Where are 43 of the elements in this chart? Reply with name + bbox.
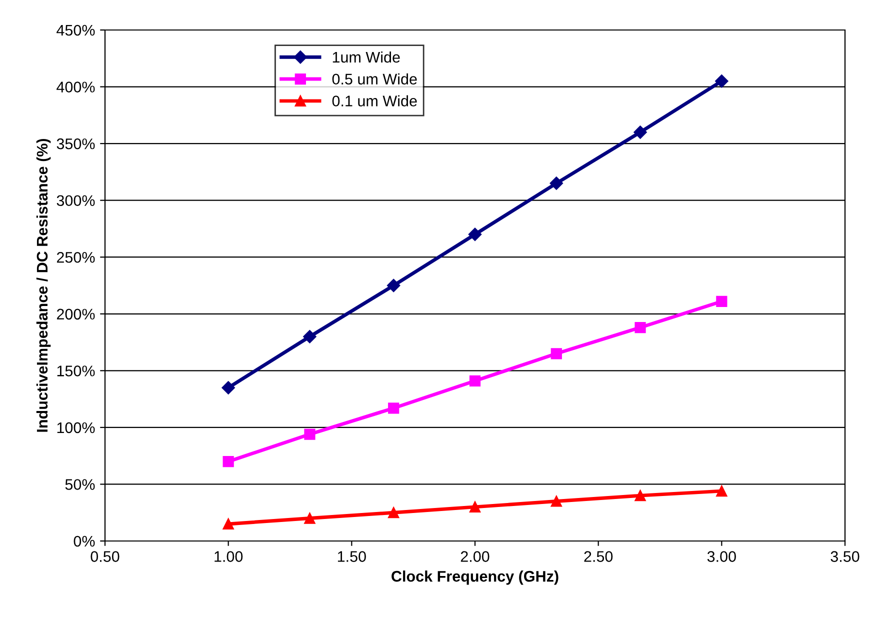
point bbox=[550, 496, 562, 507]
y-tick-label: 100% bbox=[57, 422, 95, 434]
point bbox=[387, 278, 400, 292]
point bbox=[550, 176, 563, 190]
y-tick-label: 50% bbox=[65, 479, 95, 490]
point bbox=[222, 381, 235, 394]
point bbox=[388, 507, 400, 518]
y-tick-label: 350% bbox=[56, 138, 95, 150]
point bbox=[304, 428, 316, 440]
point bbox=[304, 512, 316, 524]
point bbox=[469, 375, 481, 386]
point bbox=[468, 228, 482, 241]
x-axis-title: Clock Frequency (GHz) bbox=[392, 570, 558, 585]
y-axis-title: InductiveImpedance / DC Resistance (%) bbox=[36, 138, 51, 432]
x-tick-label: 1.50 bbox=[338, 551, 366, 562]
x-tick-label: 2.00 bbox=[460, 551, 490, 562]
legend-label: 0.5 um Wide bbox=[332, 73, 417, 85]
x-tick-label: 0.50 bbox=[90, 551, 120, 562]
point bbox=[715, 74, 728, 88]
point bbox=[222, 518, 234, 530]
point bbox=[469, 501, 481, 512]
point bbox=[716, 485, 728, 497]
y-tick-label: 250% bbox=[56, 252, 95, 263]
point bbox=[634, 490, 646, 502]
y-tick-label: 400% bbox=[56, 82, 95, 92]
y-tick-label: 450% bbox=[56, 24, 95, 36]
legend-label: 0.1 um Wide bbox=[332, 95, 417, 106]
point bbox=[550, 348, 562, 360]
y-tick-label: 200% bbox=[56, 308, 95, 320]
x-tick-label: 1.00 bbox=[214, 551, 243, 562]
point bbox=[388, 402, 400, 414]
y-tick-label: 0% bbox=[74, 536, 95, 547]
x-tick-label: 2.50 bbox=[584, 551, 613, 562]
legend-label: 1um Wide bbox=[332, 51, 400, 63]
point bbox=[634, 126, 647, 139]
x-tick-label: 3.50 bbox=[830, 551, 860, 562]
y-tick-label: 150% bbox=[57, 366, 95, 376]
point bbox=[716, 296, 728, 307]
point bbox=[222, 456, 234, 468]
x-tick-label: 3.00 bbox=[707, 551, 736, 562]
y-tick-label: 300% bbox=[56, 195, 95, 206]
point bbox=[634, 322, 646, 334]
point bbox=[303, 330, 316, 344]
